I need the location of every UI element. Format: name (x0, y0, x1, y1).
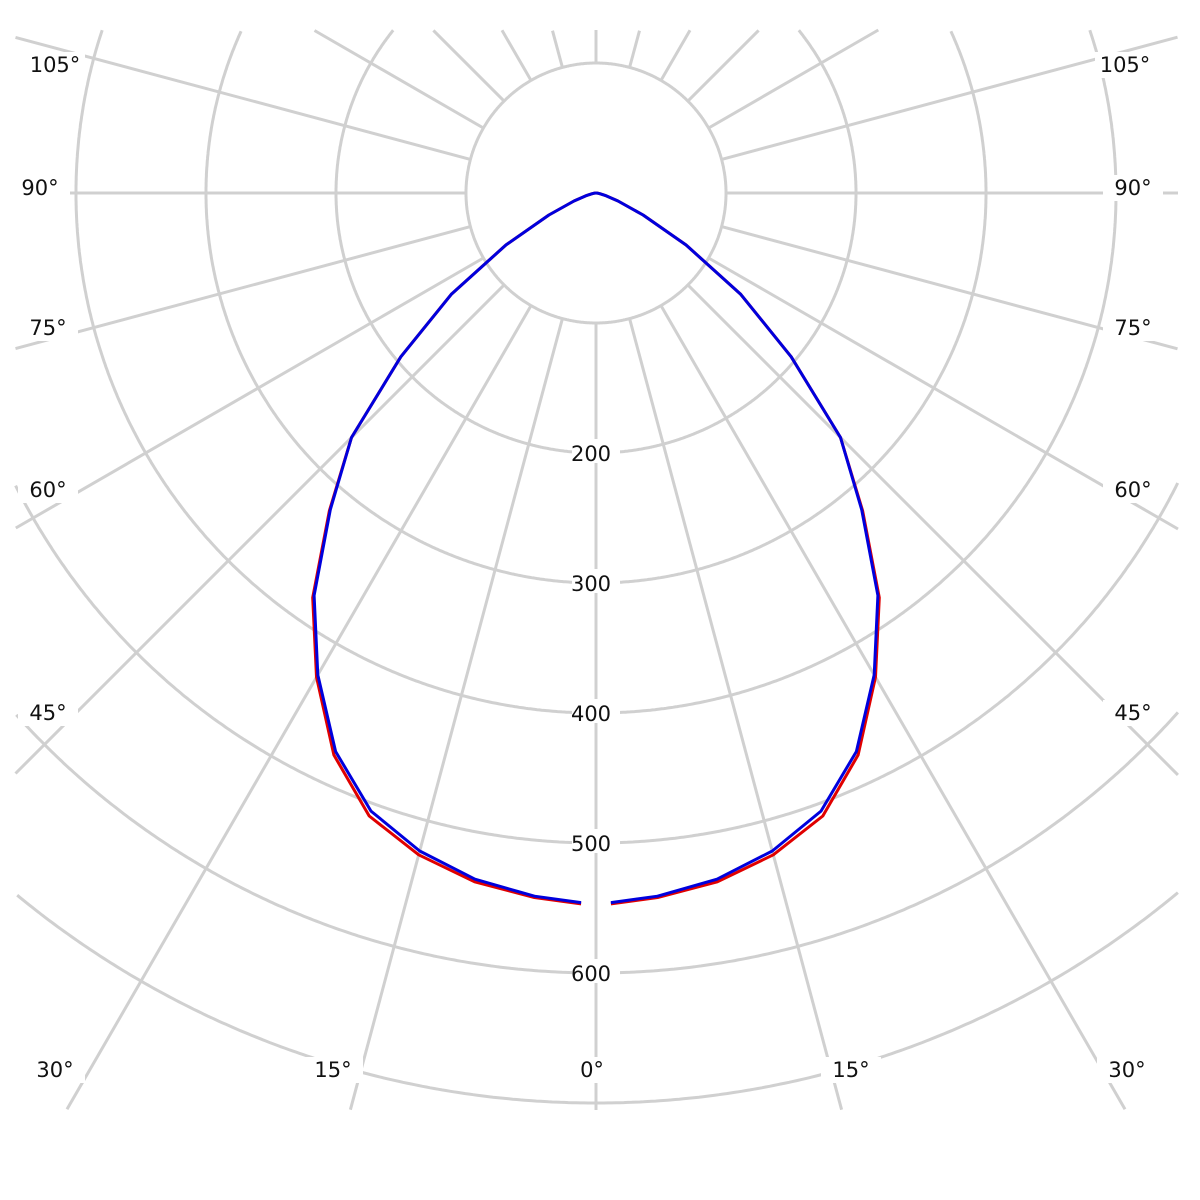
angle-tick-label: 105° (30, 53, 81, 77)
radial-grid-circle (596, 30, 988, 585)
angle-grid-line (14, 283, 506, 775)
angle-grid-line (15, 256, 485, 530)
angle-grid-line (628, 30, 641, 68)
angle-grid-line (15, 35, 471, 161)
angle-tick-label: 105° (1100, 53, 1151, 77)
angle-grid-line (659, 304, 1127, 1111)
angle-tick-label: 90° (1114, 176, 1151, 200)
polar-grid (14, 28, 1180, 1111)
angle-grid-line (659, 29, 692, 82)
angle-grid-line (348, 318, 564, 1111)
radial-grid-circle (74, 29, 596, 715)
radial-grid-circle (204, 30, 596, 585)
angle-grid-line (707, 28, 880, 130)
angle-grid-line (686, 29, 760, 103)
radial-tick-label: 300 (571, 572, 611, 596)
angle-grid-line (313, 29, 485, 130)
angle-grid-line (551, 30, 564, 68)
angle-tick-label: 30° (36, 1058, 73, 1082)
radial-grid-circle (14, 484, 596, 845)
radial-tick-labels: 200 300 400 500 600 (571, 439, 620, 986)
angle-grid-line (686, 283, 1179, 776)
angle-grid-line (721, 225, 1178, 351)
angle-tick-label: 75° (1114, 316, 1151, 340)
angle-tick-label: 60° (1114, 478, 1151, 502)
angle-tick-label: 75° (29, 316, 66, 340)
angle-tick-label: 30° (1108, 1058, 1145, 1082)
angle-grid-line (628, 318, 844, 1111)
radial-tick-label: 200 (571, 442, 611, 466)
radial-tick-label: 600 (571, 962, 611, 986)
angle-tick-label: 60° (29, 478, 66, 502)
radial-grid-circle (596, 891, 1179, 1105)
angle-tick-label: 45° (29, 701, 66, 725)
angle-tick-label: 90° (21, 176, 58, 200)
angle-tick-label: 15° (832, 1058, 869, 1082)
angle-tick-label: 15° (314, 1058, 351, 1082)
radial-grid-circle (464, 61, 728, 325)
angle-tick-label: 0° (580, 1058, 604, 1082)
series-curves (311, 191, 881, 906)
angle-grid-line (65, 304, 533, 1111)
radial-grid-circle (596, 29, 1118, 715)
series-2-line (595, 191, 880, 905)
angle-grid-line (500, 29, 533, 82)
radial-grid-circle (596, 711, 1180, 975)
angle-grid-line (15, 225, 471, 351)
series-2-line (312, 191, 597, 905)
radial-grid-circle (15, 713, 596, 975)
radial-tick-label: 400 (571, 702, 611, 726)
radial-grid-circle (596, 482, 1180, 845)
radial-tick-label: 500 (571, 832, 611, 856)
angle-tick-labels: 0° 15° 15° 30° 30° 45° 45° 60° 60° 75° 75° 90° 90° 10… (10, 52, 1163, 1083)
radial-grid-circle (16, 894, 596, 1105)
angle-grid-line (432, 29, 506, 103)
angle-tick-label: 45° (1114, 701, 1151, 725)
angle-grid-line (707, 256, 1179, 531)
radial-grid-circle (596, 29, 858, 455)
radial-grid-circle (334, 29, 596, 455)
